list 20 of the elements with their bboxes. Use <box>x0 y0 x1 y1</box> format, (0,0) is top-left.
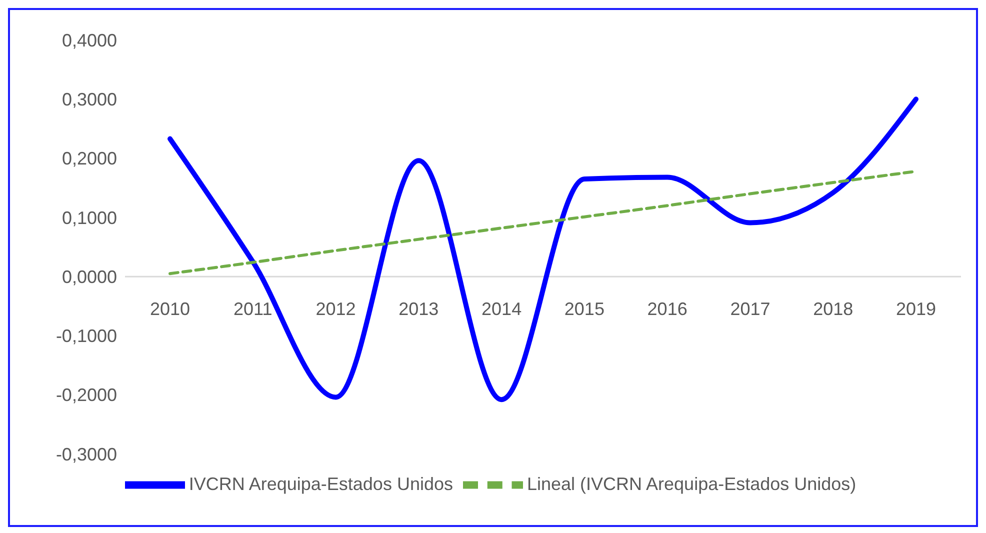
x-tick-label: 2011 <box>234 299 272 320</box>
y-tick-label: 0,2000 <box>62 148 117 169</box>
legend-label: Lineal (IVCRN Arequipa-Estados Unidos) <box>526 474 856 494</box>
x-tick-label: 2010 <box>150 299 190 320</box>
y-tick-label: 0,4000 <box>62 30 117 50</box>
y-tick-label: -0,1000 <box>56 326 117 346</box>
x-tick-label: 2018 <box>813 299 854 320</box>
x-tick-label: 2012 <box>316 299 356 320</box>
y-tick-label: 0,1000 <box>62 208 117 228</box>
x-tick-label: 2017 <box>730 299 770 320</box>
y-tick-label: -0,3000 <box>56 444 117 464</box>
x-tick-label: 2016 <box>647 299 688 320</box>
y-tick-label: -0,2000 <box>56 385 117 406</box>
x-tick-label: 2013 <box>398 299 439 320</box>
x-tick-label: 2019 <box>896 299 936 320</box>
y-tick-label: 0,0000 <box>62 266 117 287</box>
x-tick-label: 2015 <box>564 299 604 320</box>
y-tick-label: 0,3000 <box>62 90 117 110</box>
legend-label: IVCRN Arequipa-Estados Unidos <box>188 474 453 494</box>
x-tick-label: 2014 <box>482 299 522 320</box>
